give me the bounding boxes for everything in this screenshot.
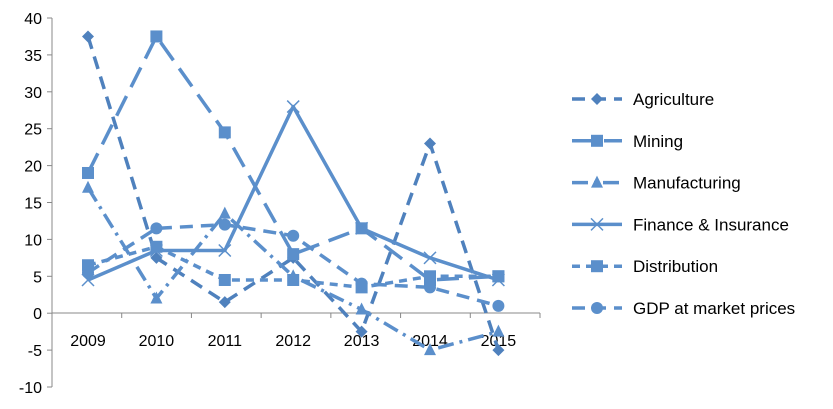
data-point <box>355 325 368 338</box>
series-2 <box>82 180 505 356</box>
data-point <box>218 218 231 231</box>
series-1 <box>82 30 505 286</box>
y-tick-label: 15 <box>24 196 42 213</box>
y-tick-label: 25 <box>24 122 42 139</box>
data-point <box>423 251 437 265</box>
data-point <box>492 270 505 283</box>
legend-label: Distribution <box>633 257 718 276</box>
y-tick-label: 40 <box>24 11 42 28</box>
y-tick-label: 5 <box>33 269 42 286</box>
legend-label: Manufacturing <box>633 174 741 193</box>
data-point <box>492 324 505 337</box>
data-point <box>218 126 231 139</box>
legend-item: Distribution <box>572 257 718 276</box>
data-point <box>150 291 163 304</box>
data-point <box>150 30 163 43</box>
x-axis: 2009 2010 2011 2012 2013 2014 2015 <box>51 312 541 350</box>
series-lines <box>81 30 505 357</box>
series-line <box>86 34 499 282</box>
data-point <box>150 222 163 235</box>
data-point <box>287 229 300 242</box>
legend-label: Finance & Insurance <box>633 215 789 234</box>
x-tick-label: 2012 <box>275 333 311 350</box>
data-point <box>424 270 436 283</box>
legend-item: Agriculture <box>572 90 714 109</box>
legend-marker <box>591 134 603 147</box>
data-point <box>492 344 505 357</box>
y-tick-label: 20 <box>24 159 42 176</box>
data-point <box>355 277 368 290</box>
y-tick-label: 0 <box>33 306 42 323</box>
data-point <box>82 166 94 179</box>
x-tick-label: 2013 <box>344 333 380 350</box>
legend-marker <box>591 260 603 273</box>
data-point <box>82 266 94 279</box>
legend-marker <box>591 93 603 105</box>
data-point <box>218 296 231 309</box>
y-tick-label: 10 <box>24 232 42 249</box>
y-tick-label: -10 <box>19 380 42 397</box>
x-tick-label: 2011 <box>208 333 243 350</box>
data-point <box>82 180 94 193</box>
series-4 <box>82 240 505 294</box>
legend-label: Mining <box>633 132 683 151</box>
data-point <box>150 251 163 264</box>
data-point <box>355 302 368 315</box>
data-point <box>218 206 231 219</box>
data-point <box>287 248 300 261</box>
data-point <box>424 343 436 356</box>
series-line <box>86 186 499 352</box>
y-axis: 40 35 30 25 20 15 10 5 0 -5 -10 <box>19 11 53 397</box>
data-point <box>150 240 163 253</box>
data-point <box>424 281 436 294</box>
data-point <box>492 299 505 312</box>
x-tick-label: 2010 <box>139 333 175 350</box>
series-line <box>86 35 501 351</box>
x-tick-label: 2015 <box>481 333 517 350</box>
series-0 <box>82 30 505 357</box>
legend-item: GDP at market prices <box>572 299 795 318</box>
y-tick-label: -5 <box>28 343 42 360</box>
y-tick-label: 35 <box>24 48 42 65</box>
legend-label: Agriculture <box>633 90 714 109</box>
data-point <box>218 243 232 258</box>
legend-item: Finance & Insurance <box>572 215 789 234</box>
data-point <box>82 30 94 43</box>
data-point <box>286 100 300 114</box>
legend: Agriculture Mining Manufacturing Finance & … <box>572 90 795 318</box>
legend-marker <box>591 302 603 314</box>
series-5 <box>82 218 505 312</box>
legend-marker <box>590 217 604 231</box>
legend-label: GDP at market prices <box>633 299 795 318</box>
legend-item: Manufacturing <box>572 174 741 193</box>
data-point <box>424 137 436 150</box>
legend-item: Mining <box>572 132 683 151</box>
x-tick-label: 2009 <box>70 333 106 350</box>
data-point <box>287 273 300 286</box>
y-tick-label: 30 <box>24 85 42 102</box>
legend-marker <box>591 175 603 188</box>
data-point <box>355 221 369 235</box>
data-point <box>218 273 231 286</box>
